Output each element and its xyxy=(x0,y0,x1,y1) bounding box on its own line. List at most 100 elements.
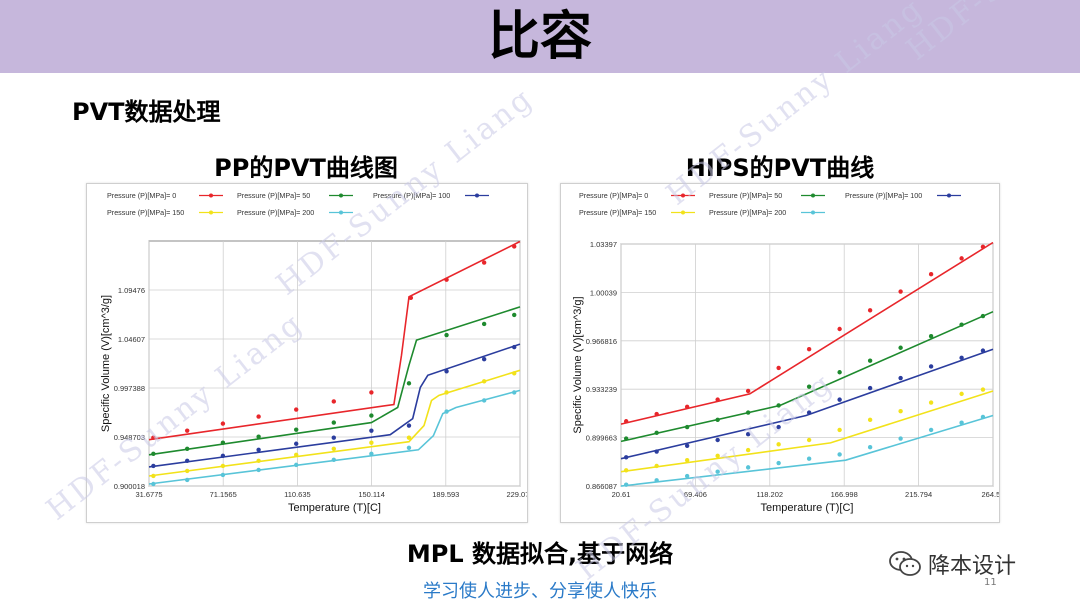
data-point xyxy=(898,436,903,441)
data-point xyxy=(369,440,374,445)
data-point xyxy=(623,468,629,473)
wechat-badge: 降本设计 xyxy=(888,548,1016,580)
legend-label: Pressure (P)[MPa]= 200 xyxy=(709,208,786,217)
legend-marker xyxy=(811,193,815,198)
data-point xyxy=(654,478,659,483)
data-point xyxy=(294,427,299,432)
data-point xyxy=(294,407,299,412)
data-point xyxy=(512,312,517,318)
data-point xyxy=(623,482,629,487)
data-point xyxy=(220,453,226,459)
data-point xyxy=(184,446,190,451)
legend-marker xyxy=(209,210,213,215)
data-point xyxy=(294,462,299,468)
legend-label: Pressure (P)[MPa]= 50 xyxy=(709,191,782,200)
x-axis-label: Temperature (T)[C] xyxy=(288,502,381,514)
data-point xyxy=(369,390,374,395)
data-point xyxy=(928,427,934,433)
legend-label: Pressure (P)[MPa]= 150 xyxy=(107,208,184,217)
x-tick-label: 150.114 xyxy=(358,490,385,499)
data-point xyxy=(959,322,964,327)
data-point xyxy=(980,348,986,353)
series-line xyxy=(620,241,994,425)
wechat-account-name: 降本设计 xyxy=(928,554,1017,579)
data-point xyxy=(898,408,903,414)
x-axis-label: Temperature (T)[C] xyxy=(761,502,854,514)
series-line xyxy=(148,389,521,485)
data-point xyxy=(776,403,781,408)
data-point xyxy=(776,460,781,466)
footer-main-text: MPL 数据拟合,基于网络 xyxy=(406,540,674,568)
data-point xyxy=(837,370,842,375)
legend-marker xyxy=(681,193,685,198)
data-point xyxy=(481,321,487,327)
chart-pp: Pressure (P)[MPa]= 0 Pressure (P)[MPa]= 5… xyxy=(86,183,528,523)
data-point xyxy=(806,437,812,443)
data-point xyxy=(256,467,261,473)
x-tick-label: 189.593 xyxy=(432,490,459,499)
data-point xyxy=(837,326,842,332)
data-point xyxy=(745,465,751,470)
data-point xyxy=(512,390,517,395)
y-tick-label: 0.966816 xyxy=(586,337,617,346)
data-point xyxy=(220,440,226,445)
data-point xyxy=(837,397,842,402)
data-point xyxy=(928,400,934,405)
data-point xyxy=(406,423,412,428)
data-point xyxy=(776,442,781,447)
data-point xyxy=(294,452,299,458)
data-point xyxy=(806,410,812,415)
data-point xyxy=(806,346,812,352)
y-tick-label: 1.03397 xyxy=(590,240,617,249)
legend-marker xyxy=(811,210,815,215)
data-point xyxy=(715,453,720,459)
data-point xyxy=(256,447,261,452)
data-point xyxy=(806,384,812,389)
data-point xyxy=(684,457,690,463)
data-point xyxy=(654,449,659,454)
title-banner xyxy=(0,0,1080,73)
series-line xyxy=(620,414,994,487)
data-point xyxy=(331,435,336,440)
y-tick-label: 0.948703 xyxy=(114,433,145,442)
data-point xyxy=(684,443,690,448)
data-point xyxy=(684,473,690,479)
series-line xyxy=(148,306,521,456)
data-point xyxy=(715,397,720,402)
y-axis-label: Specific Volume (V)[cm^3/g] xyxy=(100,295,112,432)
x-tick-label: 110.635 xyxy=(284,490,311,499)
chart-pp-svg: Pressure (P)[MPa]= 0 Pressure (P)[MPa]= 5… xyxy=(100,191,527,514)
data-point xyxy=(481,260,487,265)
data-point xyxy=(406,445,412,450)
data-point xyxy=(928,272,934,277)
x-tick-label: 71.1565 xyxy=(210,490,237,499)
data-point xyxy=(684,424,690,430)
data-point xyxy=(806,456,812,461)
data-point xyxy=(444,390,449,395)
data-point xyxy=(715,417,720,423)
data-point xyxy=(745,388,751,394)
data-point xyxy=(444,277,449,282)
legend-label: Pressure (P)[MPa]= 100 xyxy=(845,191,922,200)
data-point xyxy=(151,451,156,457)
data-point xyxy=(512,344,517,350)
data-point xyxy=(369,451,374,457)
x-tick-label: 229.072 xyxy=(506,490,527,499)
x-tick-label: 215.794 xyxy=(905,490,932,499)
chart-title-hips: HIPS的PVT曲线 xyxy=(685,154,875,182)
y-tick-label: 0.899663 xyxy=(586,434,617,443)
data-point xyxy=(867,445,873,450)
data-point xyxy=(408,295,414,301)
legend-label: Pressure (P)[MPa]= 150 xyxy=(579,208,656,217)
data-point xyxy=(256,434,261,439)
data-point xyxy=(331,399,336,404)
data-point xyxy=(151,463,156,469)
y-tick-label: 1.04607 xyxy=(118,335,145,344)
data-point xyxy=(959,420,964,425)
y-tick-label: 0.900018 xyxy=(114,482,145,491)
data-point xyxy=(220,421,226,426)
data-point xyxy=(331,446,336,451)
legend-marker xyxy=(947,193,951,198)
wechat-icon xyxy=(889,551,921,576)
y-axis-label: Specific Volume (V)[cm^3/g] xyxy=(572,296,584,433)
